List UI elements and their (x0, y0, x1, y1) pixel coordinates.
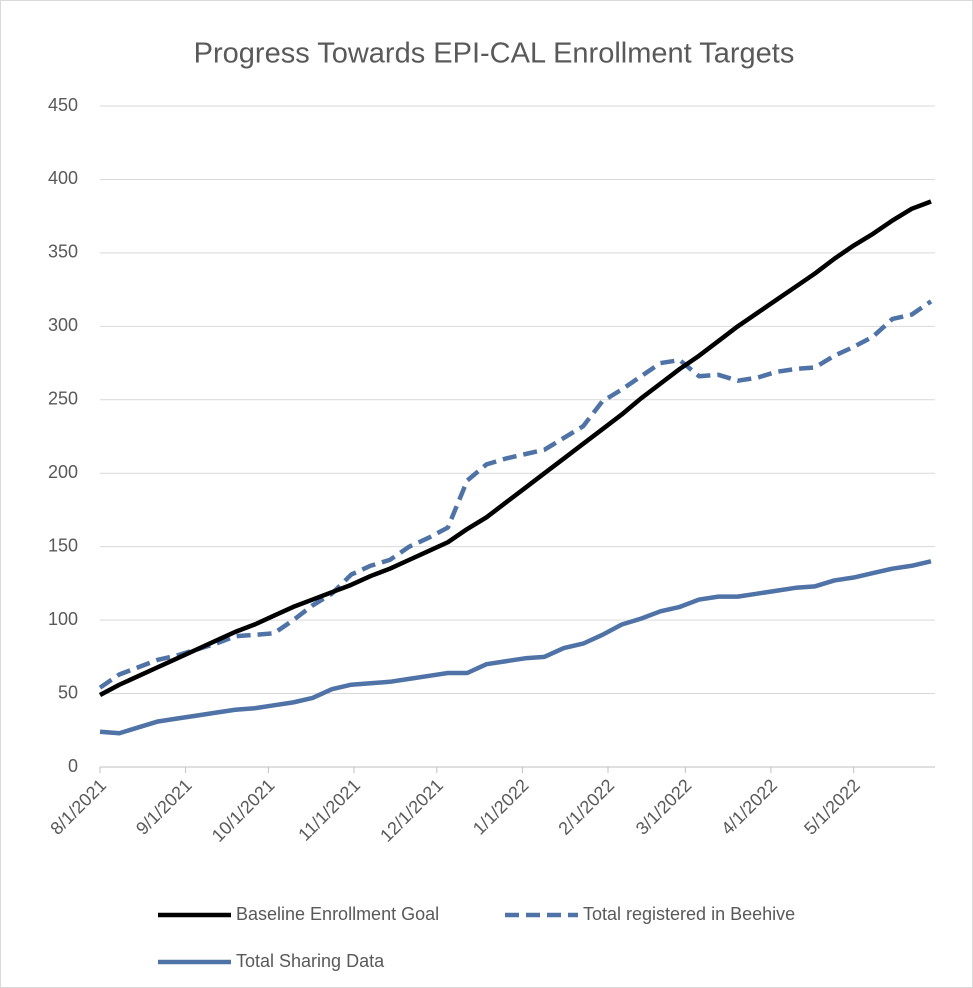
legend-label: Baseline Enrollment Goal (236, 904, 439, 924)
series-line (99, 559, 932, 736)
y-tick-label: 200 (48, 462, 78, 482)
y-tick-label: 50 (58, 682, 78, 702)
y-tick-label: 350 (48, 242, 78, 262)
legend-label: Total registered in Beehive (583, 904, 795, 924)
y-tick-label: 100 (48, 609, 78, 629)
y-tick-label: 300 (48, 315, 78, 335)
y-tick-label: 450 (48, 95, 78, 115)
y-tick-label: 250 (48, 389, 78, 409)
legend-label: Total Sharing Data (236, 951, 385, 971)
y-tick-label: 400 (48, 168, 78, 188)
series-line (98, 199, 932, 698)
chart-title: Progress Towards EPI-CAL Enrollment Targ… (194, 38, 795, 70)
y-tick-label: 150 (48, 535, 78, 555)
y-tick-label: 0 (68, 756, 78, 776)
series-line (98, 299, 933, 690)
